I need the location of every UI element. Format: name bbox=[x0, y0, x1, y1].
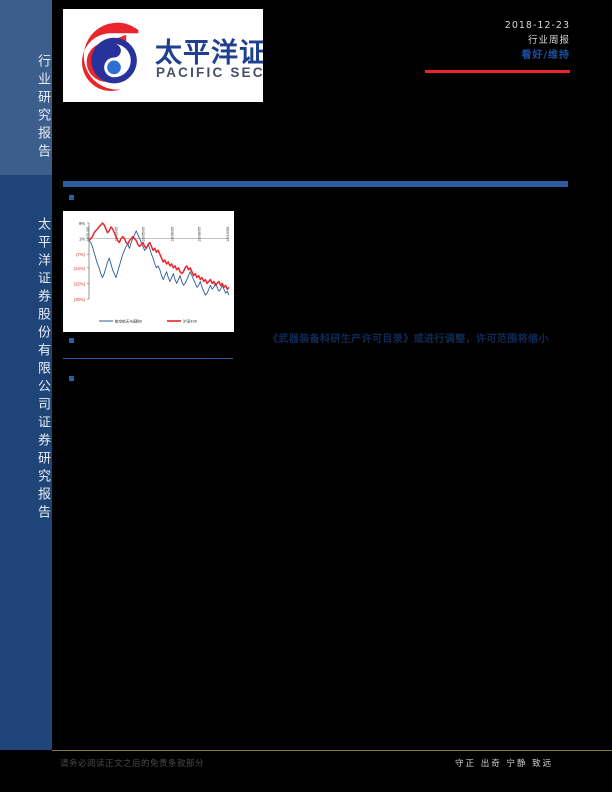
svg-text:航空航天与国防Ⅱ: 航空航天与国防Ⅱ bbox=[115, 319, 142, 324]
logo-english-name: PACIFIC SECURITIES bbox=[156, 65, 263, 80]
header-meta: 2018-12-23 行业周报 看好/维持 bbox=[390, 18, 570, 63]
rating-badge: 看好/维持 bbox=[521, 50, 570, 61]
section-title-bar bbox=[63, 181, 568, 187]
footer-disclaimer: 请务必阅读正文之后的免责条款部分 bbox=[60, 759, 205, 769]
sidebar-top-band bbox=[0, 0, 52, 175]
svg-text:(22%): (22%) bbox=[74, 281, 86, 286]
company-logo: 太平洋证券 PACIFIC SECURITIES bbox=[63, 9, 263, 102]
performance-chart: 9% 1% (7%) (14%) (22%) (30%) 18/01/05 18/03/05 1… bbox=[63, 211, 234, 332]
sidebar-label-company-research: 太平洋证券股份有限公司证券研究报告 bbox=[35, 217, 50, 523]
report-headline: 《武器装备科研生产许可目录》或进行调整，许可范围将缩小 bbox=[268, 334, 549, 345]
svg-text:18/01/05: 18/01/05 bbox=[86, 227, 90, 242]
svg-text:18/05/05: 18/05/05 bbox=[142, 227, 146, 242]
svg-text:18/10/05: 18/10/05 bbox=[226, 227, 230, 242]
svg-text:(14%): (14%) bbox=[74, 266, 86, 271]
svg-text:1%: 1% bbox=[79, 237, 85, 242]
svg-text:18/06/05: 18/06/05 bbox=[170, 227, 174, 242]
svg-text:18/03/05: 18/03/05 bbox=[115, 227, 119, 242]
svg-text:18/08/05: 18/08/05 bbox=[197, 227, 201, 242]
bullet-marker-2 bbox=[69, 338, 74, 343]
bullet-marker-3 bbox=[69, 376, 74, 381]
chart-canvas: 9% 1% (7%) (14%) (22%) (30%) 18/01/05 18/03/05 1… bbox=[74, 221, 230, 324]
header-red-rule bbox=[425, 70, 570, 73]
footer-slogan: 守正 出奇 宁静 致远 bbox=[455, 759, 554, 769]
report-type: 行业周报 bbox=[527, 35, 570, 46]
logo-chinese-name: 太平洋证券 bbox=[155, 38, 263, 69]
svg-text:(7%): (7%) bbox=[76, 252, 85, 257]
sidebar-bottom-band bbox=[0, 175, 52, 750]
svg-text:沪深300: 沪深300 bbox=[183, 319, 198, 324]
section-divider bbox=[63, 358, 233, 359]
footer-rule bbox=[52, 750, 612, 751]
svg-text:(30%): (30%) bbox=[74, 297, 86, 302]
svg-text:9%: 9% bbox=[79, 221, 85, 226]
bullet-marker-1 bbox=[69, 195, 74, 200]
pacific-securities-mark bbox=[81, 22, 139, 91]
sidebar-label-industry-research: 行业研究报告 bbox=[35, 54, 50, 162]
report-date: 2018-12-23 bbox=[504, 20, 570, 31]
